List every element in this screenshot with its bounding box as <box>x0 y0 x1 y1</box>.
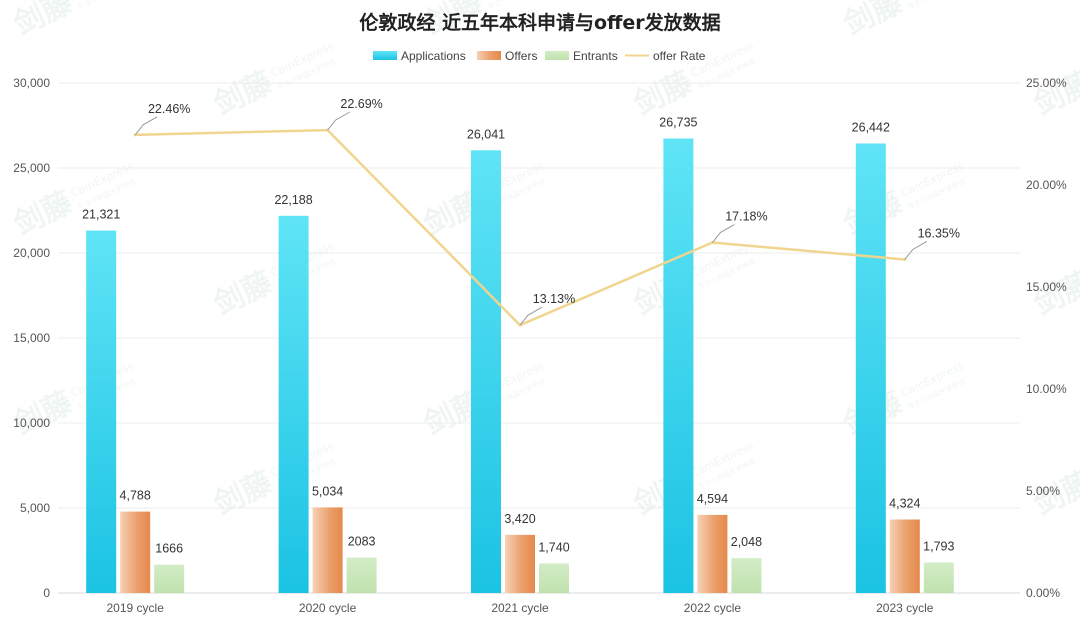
watermark-brand: 剑藤 <box>209 465 279 523</box>
watermark-layer: 剑藤CamExpress专注于英国大学申请剑藤CamExpress专注于英国大学… <box>9 0 1080 522</box>
watermark-tagline: 专注于英国大学申请 <box>486 0 547 12</box>
bar-offers <box>312 507 343 593</box>
x-tick-label: 2023 cycle <box>876 601 934 615</box>
watermark-brand: 剑藤 <box>9 385 79 443</box>
y-left-tick-label: 10,000 <box>13 416 50 430</box>
data-label-applications: 26,041 <box>467 127 505 141</box>
watermark-brand: 剑藤 <box>629 65 699 123</box>
data-label-entrants: 2083 <box>348 535 376 549</box>
bar-applications <box>855 143 886 593</box>
data-label-entrants: 1,793 <box>923 540 954 554</box>
data-labels: 21,321 4,788 1666 22,188 5,034 2083 26,041 3,42… <box>82 97 960 556</box>
data-label-offers: 4,324 <box>889 496 920 510</box>
bar-applications <box>663 138 694 593</box>
data-label-entrants: 1,740 <box>538 540 569 554</box>
axes: 0 5,000 10,000 15,000 20,000 25,000 30,000 0.00… <box>13 76 1067 615</box>
legend-swatch <box>477 51 501 60</box>
y-right-tick-label: 10.00% <box>1026 382 1067 396</box>
data-label-entrants: 2,048 <box>731 535 762 549</box>
y-right-tick-label: 20.00% <box>1026 178 1067 192</box>
x-tick-label: 2022 cycle <box>684 601 742 615</box>
y-right-tick-label: 5.00% <box>1026 484 1060 498</box>
bar-applications <box>86 230 117 593</box>
data-label-applications: 26,735 <box>659 116 697 130</box>
bar-offers <box>505 534 535 593</box>
bar-offers <box>120 511 151 593</box>
bars <box>86 138 954 594</box>
bar-entrants <box>923 562 954 593</box>
x-tick-label: 2021 cycle <box>491 601 549 615</box>
bar-entrants <box>731 558 762 593</box>
data-label-offers: 4,594 <box>697 492 728 506</box>
y-right-tick-label: 0.00% <box>1026 586 1060 600</box>
y-left-tick-label: 30,000 <box>13 76 50 90</box>
y-left-tick-label: 0 <box>43 586 50 600</box>
data-label-applications: 26,442 <box>852 120 890 134</box>
bar-entrants <box>539 563 569 593</box>
data-label-applications: 22,188 <box>274 193 312 207</box>
x-tick-label: 2020 cycle <box>299 601 357 615</box>
y-right-tick-label: 15.00% <box>1026 280 1067 294</box>
legend: Applications Offers Entrants offer Rate <box>373 49 706 63</box>
data-label-offer-rate: 13.13% <box>533 292 575 306</box>
data-label-applications: 21,321 <box>82 208 120 222</box>
rate-callout-line <box>712 224 735 243</box>
legend-swatch <box>545 51 569 60</box>
y-left-tick-label: 15,000 <box>13 331 50 345</box>
data-label-offer-rate: 16.35% <box>918 226 960 240</box>
legend-label: Applications <box>401 49 466 63</box>
y-right-tick-label: 25.00% <box>1026 76 1067 90</box>
bar-offers <box>889 519 920 593</box>
bar-offers <box>697 514 728 593</box>
watermark-tagline: 专注于英国大学申请 <box>906 0 967 12</box>
watermark-brand: 剑藤 <box>209 65 279 123</box>
bar-entrants <box>346 557 377 593</box>
bar-applications <box>278 215 309 593</box>
chart-title: 伦敦政经 近五年本科申请与offer发放数据 <box>359 11 720 34</box>
watermark-brand: 剑藤 <box>9 185 79 243</box>
legend-label: offer Rate <box>653 49 706 63</box>
data-label-entrants: 1666 <box>155 542 183 556</box>
data-label-offer-rate: 17.18% <box>725 210 767 224</box>
legend-label: Offers <box>505 49 537 63</box>
data-label-offers: 5,034 <box>312 484 343 498</box>
data-label-offers: 4,788 <box>120 489 151 503</box>
rate-callout-line <box>327 111 350 131</box>
y-left-tick-label: 25,000 <box>13 161 50 175</box>
y-left-tick-label: 5,000 <box>20 501 50 515</box>
rate-callout-line <box>904 241 928 260</box>
watermark-brand: 剑藤 <box>839 0 909 42</box>
x-tick-label: 2019 cycle <box>107 601 165 615</box>
rate-callout-line <box>134 116 158 136</box>
y-left-tick-label: 20,000 <box>13 246 50 260</box>
bar-entrants <box>154 564 185 593</box>
legend-swatch <box>373 51 397 60</box>
watermark-brand: 剑藤 <box>9 0 79 42</box>
data-label-offers: 3,420 <box>504 512 535 526</box>
bar-applications <box>471 150 501 594</box>
data-label-offer-rate: 22.69% <box>340 97 382 111</box>
rate-callout-line <box>519 306 543 326</box>
watermark-tagline: 专注于英国大学申请 <box>76 0 137 12</box>
watermark-brand: 剑藤 <box>1029 65 1080 123</box>
legend-label: Entrants <box>573 49 618 63</box>
watermark-brand: 剑藤 <box>209 265 279 323</box>
data-label-offer-rate: 22.46% <box>148 102 190 116</box>
